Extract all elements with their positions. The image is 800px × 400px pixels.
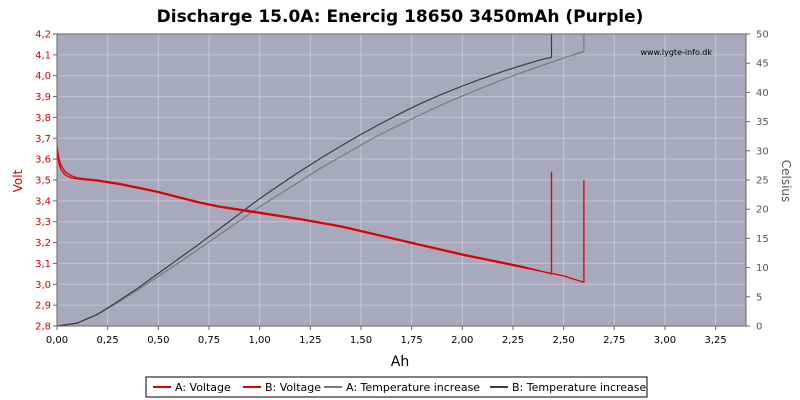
series-line-b-temperature-increase	[57, 34, 553, 326]
y-left-tick-label: 2,8	[35, 322, 51, 333]
y-right-tick-label: 45	[756, 59, 769, 70]
y-left-tick-label: 4,1	[35, 50, 51, 61]
x-tick-label: 1,25	[299, 335, 321, 346]
y-right-tick-label: 35	[756, 117, 769, 128]
y-right-tick-label: 5	[756, 292, 762, 303]
x-tick-label: 1,00	[249, 335, 271, 346]
legend-label-b-voltage: B: Voltage	[265, 381, 321, 394]
y-left-tick-label: 3,1	[35, 259, 51, 270]
y-right-axis-ticks: 0 5 10 15 20 25 30 35 40 45 50	[746, 30, 769, 333]
legend-box	[145, 376, 648, 398]
legend-label-a-voltage: A: Voltage	[175, 381, 231, 394]
x-tick-label: 3,25	[704, 335, 726, 346]
x-axis-label: Ah	[391, 354, 409, 370]
chart-title: Discharge 15.0A: Enercig 18650 3450mAh (…	[157, 7, 644, 27]
x-axis-ticks: 0,00 0,25 0,50 0,75 1,00 1,25 1,50 1,75 2,00 2,25…	[46, 326, 727, 346]
x-tick-label: 1,75	[400, 335, 422, 346]
y-right-tick-label: 40	[756, 88, 769, 99]
y-left-tick-label: 4,2	[35, 30, 51, 41]
y-right-tick-label: 0	[756, 322, 762, 333]
y-right-tick-label: 25	[756, 176, 769, 187]
x-tick-label: 1,50	[350, 335, 372, 346]
legend-label-b-temperature: B: Temperature increase	[512, 381, 647, 394]
y-left-tick-label: 3,6	[35, 155, 51, 166]
y-right-tick-label: 10	[756, 263, 769, 274]
y-right-axis-label: Celsius	[779, 160, 793, 203]
series-line-a-temperature-increase	[57, 34, 585, 326]
y-right-tick-label: 15	[756, 234, 769, 245]
series-line-b-voltage	[57, 146, 553, 275]
y-left-axis-ticks: 2,8 2,9 3,0 3,1 3,2 3,3 3,4 3,5 3,6 3,7 3,8 3,9 4,0 4…	[35, 30, 57, 333]
y-left-tick-label: 3,3	[35, 217, 51, 228]
x-tick-label: 2,00	[451, 335, 473, 346]
y-left-tick-label: 4,0	[35, 71, 51, 82]
x-tick-label: 0,00	[46, 335, 68, 346]
y-left-tick-label: 3,9	[35, 92, 51, 103]
watermark-text: www.lygte-info.dk	[640, 48, 712, 57]
x-tick-label: 0,25	[97, 335, 119, 346]
x-tick-label: 2,25	[502, 335, 524, 346]
x-tick-label: 0,50	[147, 335, 169, 346]
legend-label-a-temperature: A: Temperature increase	[346, 381, 480, 394]
y-left-tick-label: 3,0	[35, 280, 51, 291]
y-right-tick-label: 30	[756, 146, 769, 157]
y-right-tick-label: 20	[756, 205, 769, 216]
x-tick-label: 2,75	[603, 335, 625, 346]
y-right-tick-label: 50	[756, 30, 769, 41]
y-left-tick-label: 2,9	[35, 301, 51, 312]
x-tick-label: 3,00	[654, 335, 676, 346]
legend: A: Voltage B: Voltage A: Temperature inc…	[145, 376, 648, 398]
y-left-tick-label: 3,5	[35, 176, 51, 187]
series-layer	[57, 34, 585, 326]
y-left-tick-label: 3,8	[35, 113, 51, 124]
x-tick-label: 2,50	[552, 335, 574, 346]
y-left-tick-label: 3,2	[35, 238, 51, 249]
y-left-tick-label: 3,4	[35, 196, 51, 207]
y-left-axis-label: Volt	[11, 169, 25, 192]
y-left-tick-label: 3,7	[35, 134, 51, 145]
x-tick-label: 0,75	[198, 335, 220, 346]
